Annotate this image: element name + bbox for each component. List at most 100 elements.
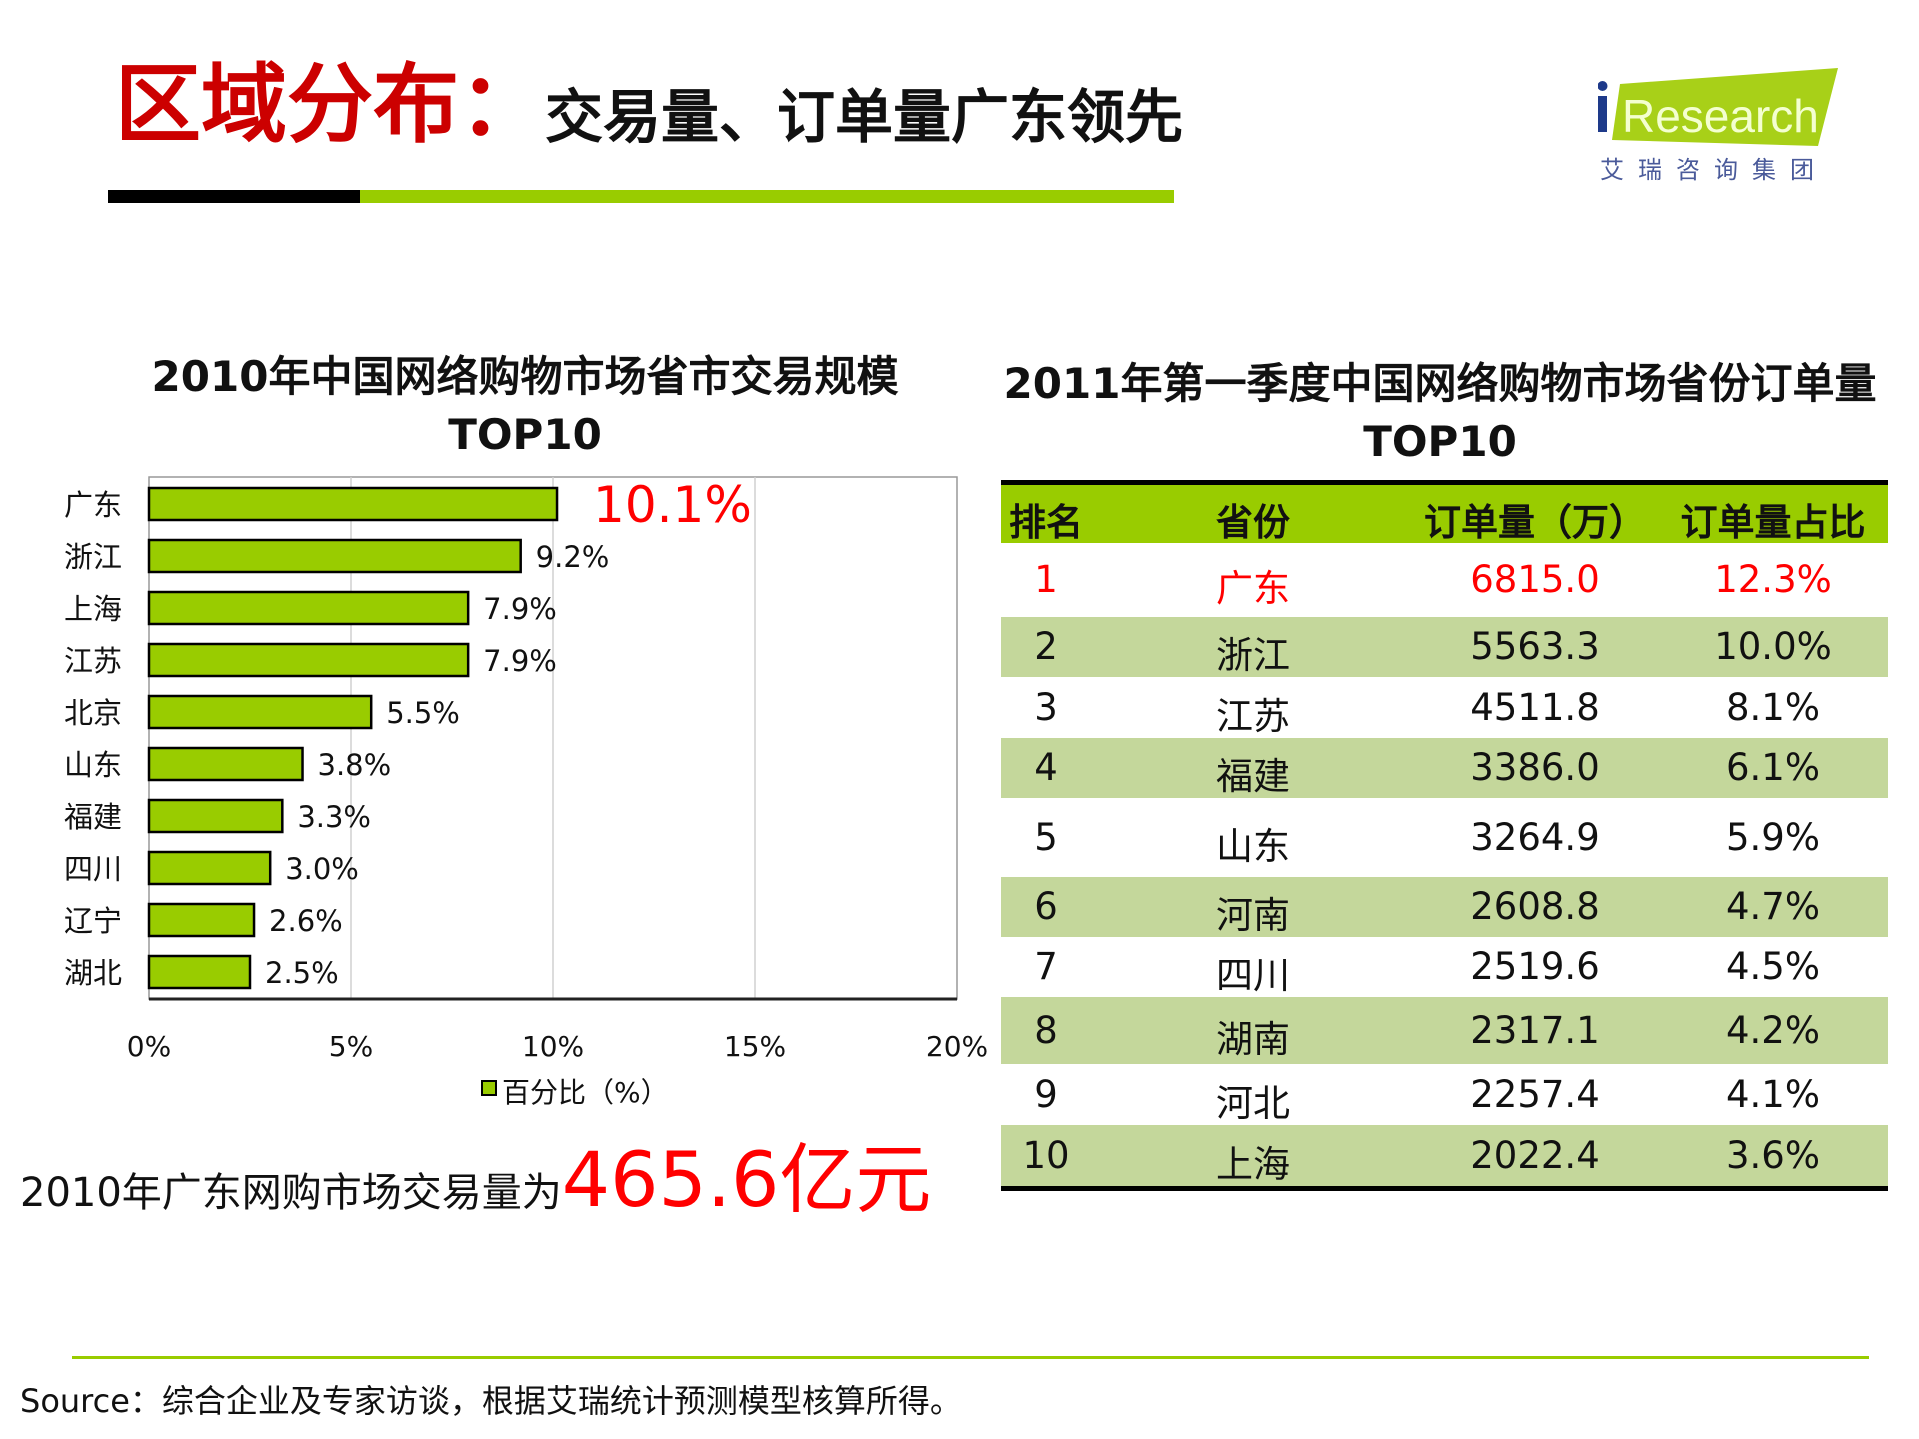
title-underline-green <box>360 190 1174 203</box>
cell: 1 <box>1034 558 1058 601</box>
chart-title-line2: TOP10 <box>448 410 602 459</box>
table-title-line2: TOP10 <box>1363 417 1517 466</box>
footer-divider <box>72 1356 1869 1359</box>
table-row: 8 湖南 2317.1 4.2% <box>1001 997 1888 1064</box>
cell: 10 <box>1022 1133 1070 1177</box>
category-label: 北京 <box>64 696 122 730</box>
category-label: 福建 <box>64 800 122 834</box>
cell: 9 <box>1034 1072 1058 1116</box>
iresearch-logo: Research 艾瑞咨询集团 <box>1597 66 1848 186</box>
page-subtitle: 交易量、订单量广东领先 <box>545 83 1184 151</box>
data-label: 7.9% <box>483 592 557 626</box>
cell: 6 <box>1034 885 1058 928</box>
page-title: 区域分布： <box>115 55 545 155</box>
table-row: 4 福建 3386.0 6.1% <box>1001 738 1888 798</box>
cell: 2022.4 <box>1470 1133 1600 1177</box>
table-title-line1: 2011年第一季度中国网络购物市场省份订单量 <box>1003 359 1877 408</box>
cell: 湖南 <box>1216 1017 1290 1061</box>
data-label: 3.8% <box>318 748 392 782</box>
cell: 河南 <box>1216 894 1290 937</box>
cell: 订单量占比 <box>1680 501 1866 544</box>
data-label: 2.5% <box>265 956 339 990</box>
table-row: 7 四川 2519.6 4.5% <box>1001 937 1888 997</box>
category-label: 上海 <box>64 592 122 626</box>
cell: 2519.6 <box>1470 945 1600 988</box>
bar-四川 <box>147 850 272 886</box>
cell: 8 <box>1034 1008 1058 1052</box>
category-label: 广东 <box>64 488 122 522</box>
data-label: 9.2% <box>536 540 610 574</box>
x-tick-label: 0% <box>127 1030 171 1063</box>
bar-北京 <box>147 694 373 730</box>
bar-江苏 <box>147 642 470 678</box>
category-label: 江苏 <box>64 644 122 678</box>
cell: 订单量（万） <box>1424 501 1646 544</box>
cell: 8.1% <box>1726 685 1820 729</box>
cell: 3.6% <box>1726 1133 1820 1177</box>
category-label: 四川 <box>64 852 122 886</box>
table-row: 9 河北 2257.4 4.1% <box>1001 1064 1888 1125</box>
bar-湖北 <box>147 954 252 990</box>
cell: 2608.8 <box>1470 885 1600 928</box>
bar-浙江 <box>147 538 522 574</box>
x-tick-label: 15% <box>724 1030 786 1063</box>
chart-title: 2010年中国网络购物市场省市交易规模 TOP10 <box>110 348 940 464</box>
cell: 福建 <box>1216 755 1290 798</box>
cell: 4.2% <box>1726 1008 1820 1052</box>
cell: 4.7% <box>1726 885 1820 928</box>
cell: 3386.0 <box>1470 746 1600 789</box>
cell: 12.3% <box>1714 558 1832 601</box>
cell: 6815.0 <box>1470 558 1600 601</box>
cell: 2 <box>1034 625 1058 668</box>
cell: 6.1% <box>1726 746 1820 789</box>
category-label: 辽宁 <box>64 904 122 938</box>
title-underline-black <box>108 190 360 203</box>
cell: 5.9% <box>1726 815 1820 859</box>
x-tick-label: 20% <box>926 1030 988 1063</box>
cell: 省份 <box>1216 501 1290 544</box>
table-bottom-border <box>1001 1186 1888 1191</box>
table-row: 3 江苏 4511.8 8.1% <box>1001 677 1888 738</box>
bar-上海 <box>147 590 470 626</box>
bar-广东 <box>147 486 559 522</box>
data-label: 3.3% <box>297 800 371 834</box>
table-title: 2011年第一季度中国网络购物市场省份订单量 TOP10 <box>990 355 1890 471</box>
svg-text:艾瑞咨询集团: 艾瑞咨询集团 <box>1600 156 1828 184</box>
bar-福建 <box>147 798 284 834</box>
category-label: 浙江 <box>64 540 122 574</box>
table-row: 5 山东 3264.9 5.9% <box>1001 798 1888 877</box>
cell: 5 <box>1034 815 1058 859</box>
cell: 山东 <box>1216 824 1290 868</box>
data-label: 3.0% <box>285 852 359 886</box>
cell: 10.0% <box>1714 625 1832 668</box>
cell: 广东 <box>1216 567 1290 610</box>
table-row: 2 浙江 5563.3 10.0% <box>1001 617 1888 677</box>
category-label: 山东 <box>64 748 122 782</box>
legend-swatch <box>481 1080 497 1096</box>
svg-text:Research: Research <box>1622 90 1819 142</box>
note-value: 465.6亿元 <box>561 1135 932 1224</box>
data-label: 2.6% <box>269 904 343 938</box>
cell: 4 <box>1034 746 1058 789</box>
cell: 4511.8 <box>1470 685 1600 729</box>
table-row: 1 广东 6815.0 12.3% <box>1001 543 1888 617</box>
cell: 2257.4 <box>1470 1072 1600 1116</box>
cell: 河北 <box>1216 1081 1290 1125</box>
bar-山东 <box>147 746 304 782</box>
note-text: 2010年广东网购市场交易量为 <box>20 1170 562 1216</box>
cell: 7 <box>1034 945 1058 988</box>
summary-note: 2010年广东网购市场交易量为465.6亿元 <box>20 1118 931 1228</box>
cell: 上海 <box>1216 1142 1290 1186</box>
bar-辽宁 <box>147 902 256 938</box>
data-label: 7.9% <box>483 644 557 678</box>
x-tick-label: 5% <box>329 1030 373 1063</box>
cell: 5563.3 <box>1470 625 1600 668</box>
data-label: 10.1% <box>593 476 752 534</box>
cell: 2317.1 <box>1470 1008 1600 1052</box>
category-label: 湖北 <box>64 956 122 990</box>
x-tick-label: 10% <box>522 1030 584 1063</box>
cell: 四川 <box>1216 954 1290 997</box>
table-top-border <box>1001 480 1888 485</box>
cell: 排名 <box>1009 501 1083 544</box>
table-header: 排名 省份 订单量（万） 订单量占比 <box>1001 485 1888 544</box>
